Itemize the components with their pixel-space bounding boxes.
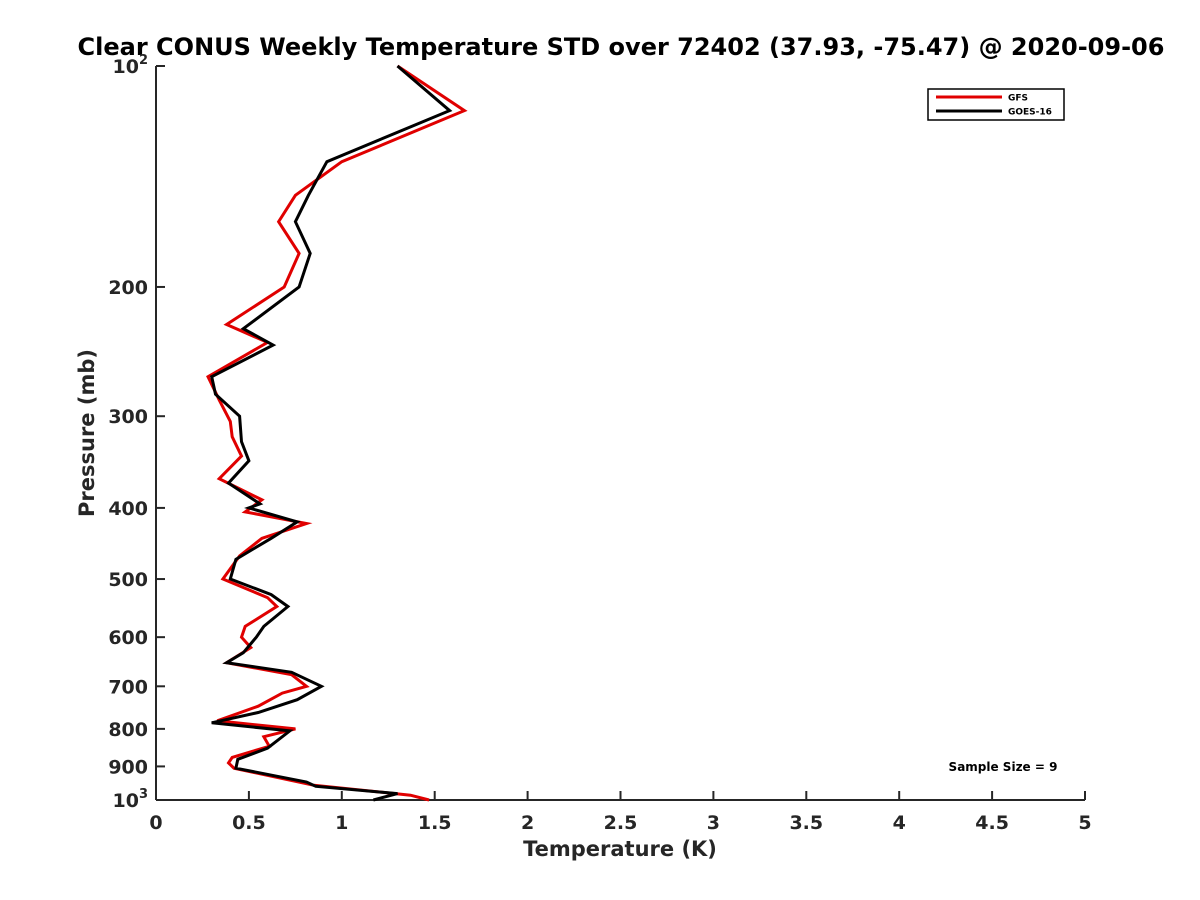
x-axis-label: Temperature (K) (523, 837, 717, 861)
y-tick-label: 400 (108, 498, 148, 520)
x-tick-label: 3.5 (789, 812, 823, 834)
legend-label: GOES-16 (1008, 108, 1052, 118)
series-line-goes-16 (209, 64, 453, 802)
series-group (206, 64, 468, 802)
y-tick-label: 700 (108, 676, 148, 698)
legend: GFS GOES-16 (927, 88, 1065, 121)
y-axis: 102 200 300 400 500 600 700 800 900 103 (108, 53, 165, 812)
x-tick-label: 2.5 (604, 812, 638, 834)
x-axis: 0 0.5 1 1.5 2 2.5 3 3.5 4 4.5 5 (149, 791, 1092, 834)
y-tick-label: 900 (108, 756, 148, 778)
y-tick-label: 600 (108, 627, 148, 649)
x-tick-label: 3 (707, 812, 720, 834)
x-tick-label: 2 (521, 812, 534, 834)
x-tick-label: 1.5 (418, 812, 452, 834)
y-tick-label: 102 (113, 53, 149, 78)
x-tick-label: 4 (893, 812, 906, 834)
y-tick-label: 200 (108, 277, 148, 299)
y-axis-label: Pressure (mb) (75, 349, 99, 517)
series-line-gfs (206, 64, 468, 802)
y-tick-label: 500 (108, 569, 148, 591)
y-tick-label: 800 (108, 719, 148, 741)
legend-label: GFS (1008, 94, 1028, 104)
chart-title: Clear CONUS Weekly Temperature STD over … (78, 33, 1165, 61)
x-tick-label: 1 (335, 812, 348, 834)
x-tick-label: 5 (1078, 812, 1091, 834)
legend-box (927, 88, 1065, 121)
y-tick-label: 103 (113, 787, 149, 812)
x-tick-label: 4.5 (975, 812, 1009, 834)
sample-size-annotation: Sample Size = 9 (949, 760, 1058, 774)
x-tick-label: 0.5 (232, 812, 266, 834)
y-tick-label: 300 (108, 406, 148, 428)
x-tick-label: 0 (149, 812, 162, 834)
